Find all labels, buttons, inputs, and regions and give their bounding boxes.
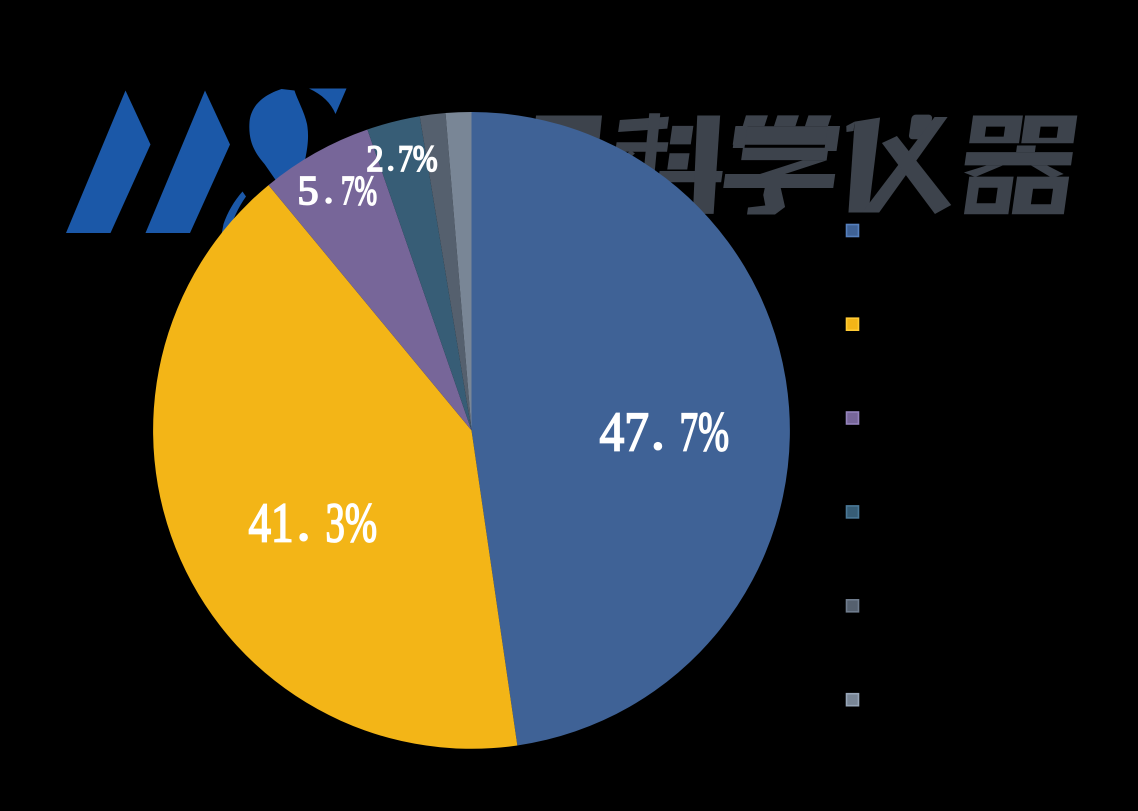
svg-text:7%: 7% bbox=[398, 138, 438, 179]
svg-text:2: 2 bbox=[367, 138, 384, 179]
svg-text:3%: 3% bbox=[326, 493, 378, 555]
svg-text:7%: 7% bbox=[341, 167, 377, 213]
svg-text:7%: 7% bbox=[680, 402, 730, 464]
svg-text:47: 47 bbox=[600, 402, 650, 464]
svg-text:5: 5 bbox=[298, 167, 319, 213]
svg-text:41: 41 bbox=[249, 493, 294, 555]
